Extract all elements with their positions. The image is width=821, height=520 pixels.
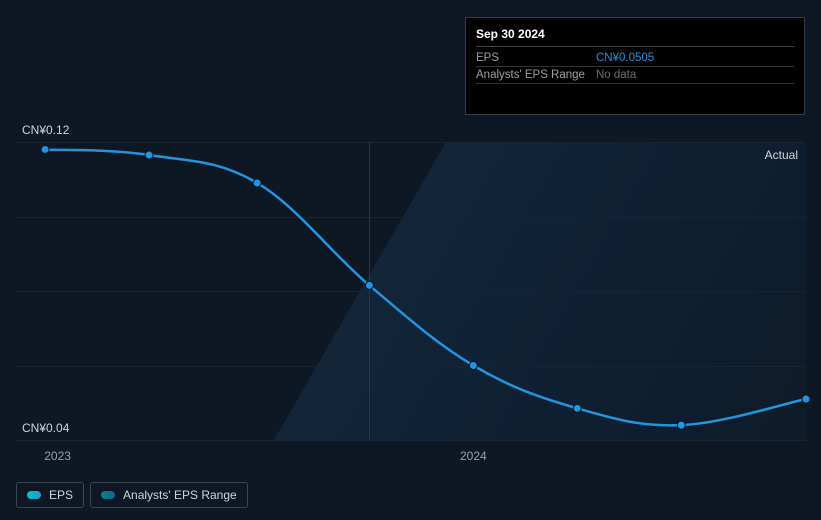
eps-data-point[interactable]: [253, 179, 261, 187]
tooltip-eps-value: CN¥0.0505: [596, 52, 794, 64]
legend-item-analysts-range[interactable]: Analysts' EPS Range: [90, 482, 248, 508]
legend-item-eps[interactable]: EPS: [16, 482, 84, 508]
tooltip-range-label: Analysts' EPS Range: [476, 69, 596, 81]
legend-swatch-icon: [101, 491, 115, 499]
eps-data-point[interactable]: [677, 421, 685, 429]
legend-label: Analysts' EPS Range: [123, 488, 237, 502]
tooltip-date: Sep 30 2024: [476, 24, 794, 47]
eps-line: [45, 149, 806, 425]
tooltip-row-range: Analysts' EPS Range No data: [476, 67, 794, 84]
tooltip-range-value: No data: [596, 69, 794, 81]
legend-swatch-icon: [27, 491, 41, 499]
eps-data-point[interactable]: [573, 404, 581, 412]
x-tick-label: 2024: [460, 449, 487, 463]
chart-tooltip: Sep 30 2024 EPS CN¥0.0505 Analysts' EPS …: [465, 17, 805, 115]
chart-legend: EPS Analysts' EPS Range: [16, 482, 248, 508]
line-layer: [16, 142, 806, 440]
eps-data-point[interactable]: [802, 395, 810, 403]
x-tick-label: 2023: [44, 449, 71, 463]
tooltip-eps-label: EPS: [476, 52, 596, 64]
legend-label: EPS: [49, 488, 73, 502]
grid-line: [16, 440, 806, 441]
y-tick-label: CN¥0.12: [22, 123, 69, 137]
eps-data-point[interactable]: [145, 151, 153, 159]
tooltip-row-eps: EPS CN¥0.0505: [476, 50, 794, 67]
eps-data-point[interactable]: [41, 145, 49, 153]
eps-data-point[interactable]: [365, 281, 373, 289]
eps-data-point[interactable]: [469, 362, 477, 370]
eps-chart-container: Sep 30 2024 EPS CN¥0.0505 Analysts' EPS …: [0, 0, 821, 520]
